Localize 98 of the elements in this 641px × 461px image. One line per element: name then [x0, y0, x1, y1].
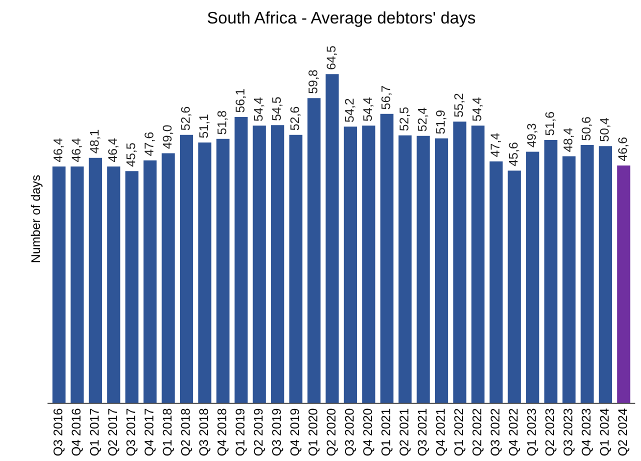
- x-tick-label: Q3 2018: [199, 408, 210, 456]
- x-tick-label: Q2 2021: [400, 408, 411, 456]
- x-tick-label: Q1 2022: [454, 408, 466, 456]
- bar: [180, 134, 194, 404]
- x-tick-label: Q4 2019: [290, 408, 302, 456]
- data-label: 50,4: [600, 118, 610, 142]
- x-tick-label: Q1 2024: [600, 408, 612, 456]
- data-label: 51,6: [545, 112, 556, 136]
- bar: [144, 160, 157, 404]
- bar: [234, 116, 248, 404]
- bar: [580, 145, 594, 404]
- bar: [198, 142, 212, 404]
- x-tick-label: Q1 2021: [381, 408, 392, 456]
- data-label: 54,2: [344, 98, 356, 122]
- data-label: 50,6: [582, 117, 592, 140]
- x-tick-label: Q4 2016: [72, 408, 83, 456]
- x-tick-label: Q3 2022: [490, 408, 502, 456]
- data-label: 51,8: [217, 110, 228, 134]
- x-tick-label: Q1 2018: [162, 408, 174, 456]
- bar: [307, 98, 321, 404]
- data-label: 54,4: [254, 98, 264, 121]
- data-label: 49,0: [162, 125, 174, 149]
- data-label: 54,4: [472, 98, 483, 121]
- x-tick-label: Q3 2019: [272, 408, 284, 456]
- x-tick-label: Q4 2018: [217, 408, 229, 456]
- data-label: 46,4: [108, 138, 118, 162]
- data-label: 48,4: [564, 128, 574, 152]
- data-label: 56,1: [236, 89, 246, 112]
- data-label: 54,5: [272, 97, 282, 120]
- bar: [544, 140, 558, 404]
- data-label: 52,4: [418, 108, 428, 132]
- bar: [88, 158, 102, 404]
- bar: [562, 156, 576, 404]
- bar: [471, 126, 484, 404]
- data-label: 45,6: [508, 142, 520, 166]
- bar: [125, 171, 138, 404]
- y-axis-title: Number of days: [30, 175, 43, 262]
- x-tick-label: Q2 2020: [326, 408, 338, 456]
- data-label: 59,8: [308, 70, 319, 94]
- data-label: 46,4: [72, 138, 82, 162]
- bar: [252, 126, 266, 404]
- x-tick-label: Q1 2020: [308, 408, 320, 456]
- data-label: 52,6: [290, 106, 301, 130]
- data-label: 47,4: [490, 133, 501, 157]
- data-label: 51,1: [199, 114, 210, 138]
- bar: [326, 74, 339, 404]
- bar: [398, 135, 412, 404]
- data-label: 46,6: [618, 138, 628, 162]
- bar: [526, 152, 540, 404]
- bar: [362, 126, 376, 404]
- bar: [271, 125, 284, 404]
- x-tick-label: Q2 2022: [472, 408, 484, 456]
- bar: [416, 136, 430, 404]
- x-tick-label: Q2 2017: [108, 408, 120, 456]
- x-tick-label: Q2 2018: [181, 408, 192, 456]
- data-label: 45,5: [126, 143, 137, 167]
- data-label: 54,4: [363, 98, 374, 121]
- bar: [617, 165, 630, 404]
- x-tick-label: Q2 2024: [618, 408, 630, 456]
- data-label: 56,7: [381, 86, 392, 110]
- bar: [490, 161, 503, 404]
- bar: [434, 138, 448, 404]
- x-tick-label: Q2 2023: [545, 408, 556, 456]
- x-tick-label: Q1 2019: [236, 408, 247, 456]
- bar: [508, 170, 521, 404]
- bar: [162, 153, 175, 404]
- bar: [289, 134, 302, 404]
- bar: [598, 146, 612, 404]
- data-label: 47,6: [144, 132, 155, 156]
- bar: [107, 166, 120, 404]
- bar: [216, 138, 230, 404]
- data-label: 51,9: [436, 110, 446, 134]
- x-tick-label: Q3 2023: [564, 408, 575, 456]
- x-tick-label: Q3 2017: [126, 408, 138, 456]
- x-tick-label: Q1 2023: [527, 408, 538, 456]
- data-label: 49,3: [527, 124, 538, 148]
- data-label: 52,6: [181, 106, 192, 130]
- chart-title: South Africa - Average debtors' days: [208, 11, 476, 27]
- data-label: 55,2: [454, 94, 465, 117]
- bar: [70, 166, 84, 404]
- x-tick-label: Q2 2019: [254, 408, 265, 456]
- bar: [453, 122, 466, 404]
- bar: [380, 114, 394, 404]
- x-tick-label: Q3 2016: [54, 408, 65, 456]
- bar: [344, 126, 357, 404]
- data-label: 52,5: [400, 107, 410, 131]
- data-label: 48,1: [90, 130, 100, 154]
- x-tick-label: Q3 2021: [418, 408, 429, 456]
- bar: [52, 166, 66, 404]
- x-tick-label: Q4 2021: [436, 408, 448, 456]
- x-tick-label: Q4 2017: [144, 408, 156, 456]
- data-label: 46,4: [54, 138, 64, 162]
- x-tick-label: Q4 2020: [363, 408, 374, 456]
- x-tick-label: Q3 2020: [344, 408, 356, 456]
- x-tick-label: Q4 2022: [508, 408, 520, 456]
- data-label: 64,5: [326, 46, 338, 70]
- x-tick-label: Q4 2023: [582, 408, 593, 456]
- x-tick-label: Q1 2017: [90, 408, 102, 456]
